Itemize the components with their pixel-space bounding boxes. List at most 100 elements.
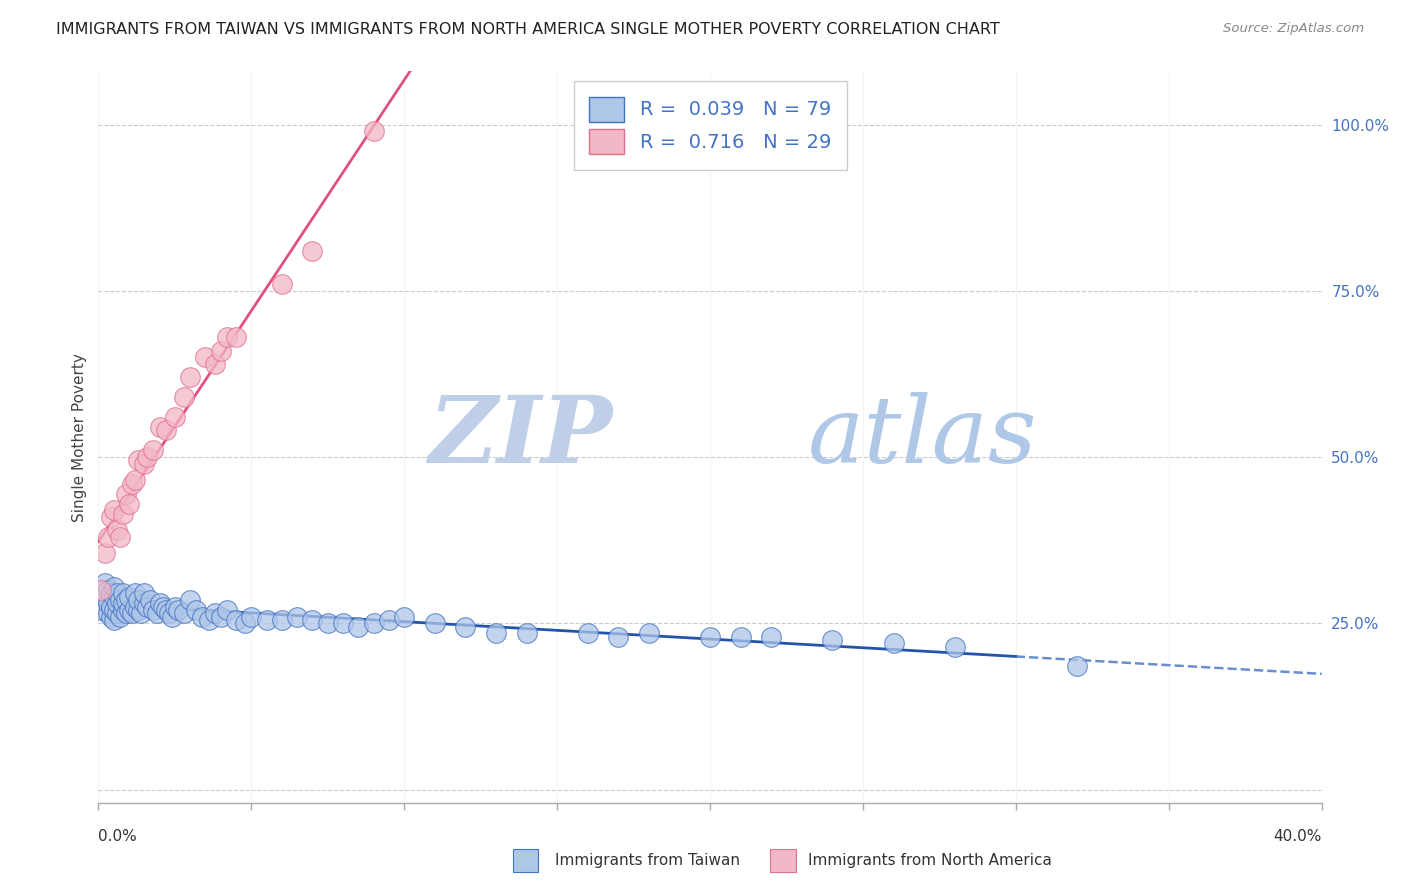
Point: [105, 523, 128, 537]
Point: [821, 632, 844, 647]
Point: [363, 124, 385, 138]
Text: ZIP: ZIP: [427, 392, 612, 482]
Point: [576, 626, 599, 640]
Point: [392, 609, 416, 624]
Point: [115, 486, 138, 500]
Point: [179, 370, 201, 384]
Point: [332, 616, 354, 631]
Point: [423, 616, 446, 631]
Point: [173, 390, 195, 404]
Point: [157, 607, 180, 621]
Point: [191, 609, 214, 624]
Point: [316, 616, 339, 631]
Point: [883, 636, 905, 650]
Point: [1066, 659, 1088, 673]
Point: [127, 603, 149, 617]
Point: [108, 609, 131, 624]
Point: [103, 580, 125, 594]
Point: [155, 603, 177, 617]
Point: [163, 410, 186, 425]
Point: [301, 244, 323, 258]
Point: [90, 603, 112, 617]
Point: [699, 630, 721, 644]
Point: [111, 596, 134, 610]
Point: [100, 586, 122, 600]
Point: [160, 609, 183, 624]
Point: [111, 603, 134, 617]
Point: [270, 277, 292, 292]
Point: [127, 453, 149, 467]
Legend: R =  0.039   N = 79, R =  0.716   N = 29: R = 0.039 N = 79, R = 0.716 N = 29: [574, 81, 846, 170]
Text: IMMIGRANTS FROM TAIWAN VS IMMIGRANTS FROM NORTH AMERICA SINGLE MOTHER POVERTY CO: IMMIGRANTS FROM TAIWAN VS IMMIGRANTS FRO…: [56, 22, 1000, 37]
Point: [115, 607, 138, 621]
Point: [100, 509, 122, 524]
Point: [103, 503, 125, 517]
Point: [134, 596, 156, 610]
Point: [209, 609, 232, 624]
Point: [105, 607, 128, 621]
Point: [124, 473, 146, 487]
Point: [149, 420, 172, 434]
Point: [129, 607, 152, 621]
Point: [108, 593, 131, 607]
Point: [759, 630, 782, 644]
Text: Source: ZipAtlas.com: Source: ZipAtlas.com: [1223, 22, 1364, 36]
Point: [516, 626, 538, 640]
Point: [103, 613, 125, 627]
Point: [194, 351, 217, 365]
Point: [240, 609, 263, 624]
Y-axis label: Single Mother Poverty: Single Mother Poverty: [72, 352, 87, 522]
Point: [139, 593, 162, 607]
Point: [167, 603, 190, 617]
Point: [285, 609, 308, 624]
Point: [270, 613, 292, 627]
Text: 40.0%: 40.0%: [1274, 830, 1322, 845]
Point: [100, 599, 122, 614]
Point: [225, 613, 247, 627]
Point: [204, 357, 226, 371]
Point: [134, 586, 156, 600]
Point: [118, 590, 141, 604]
Point: [93, 576, 115, 591]
Text: Immigrants from North America: Immigrants from North America: [808, 854, 1052, 868]
Point: [115, 593, 138, 607]
Point: [215, 330, 238, 344]
Point: [93, 546, 115, 560]
Point: [163, 599, 186, 614]
Point: [155, 424, 177, 438]
Point: [485, 626, 508, 640]
Point: [121, 607, 143, 621]
Point: [197, 613, 219, 627]
Point: [637, 626, 661, 640]
Point: [142, 603, 165, 617]
Text: Immigrants from Taiwan: Immigrants from Taiwan: [555, 854, 741, 868]
Point: [97, 582, 120, 597]
Point: [179, 593, 201, 607]
Point: [121, 476, 143, 491]
Point: [233, 616, 256, 631]
Point: [108, 530, 131, 544]
Point: [347, 619, 370, 633]
Point: [90, 582, 112, 597]
Point: [186, 603, 208, 617]
Point: [134, 457, 156, 471]
Point: [142, 443, 165, 458]
Point: [136, 599, 159, 614]
Point: [363, 616, 385, 631]
Point: [209, 343, 232, 358]
Point: [93, 590, 115, 604]
Point: [124, 599, 146, 614]
Point: [607, 630, 630, 644]
Text: atlas: atlas: [808, 392, 1038, 482]
Point: [730, 630, 752, 644]
Point: [124, 586, 146, 600]
Point: [225, 330, 247, 344]
Point: [97, 596, 120, 610]
Point: [100, 609, 122, 624]
Point: [105, 586, 128, 600]
Point: [204, 607, 226, 621]
Point: [301, 613, 323, 627]
Point: [173, 607, 195, 621]
Point: [454, 619, 477, 633]
Point: [111, 507, 134, 521]
